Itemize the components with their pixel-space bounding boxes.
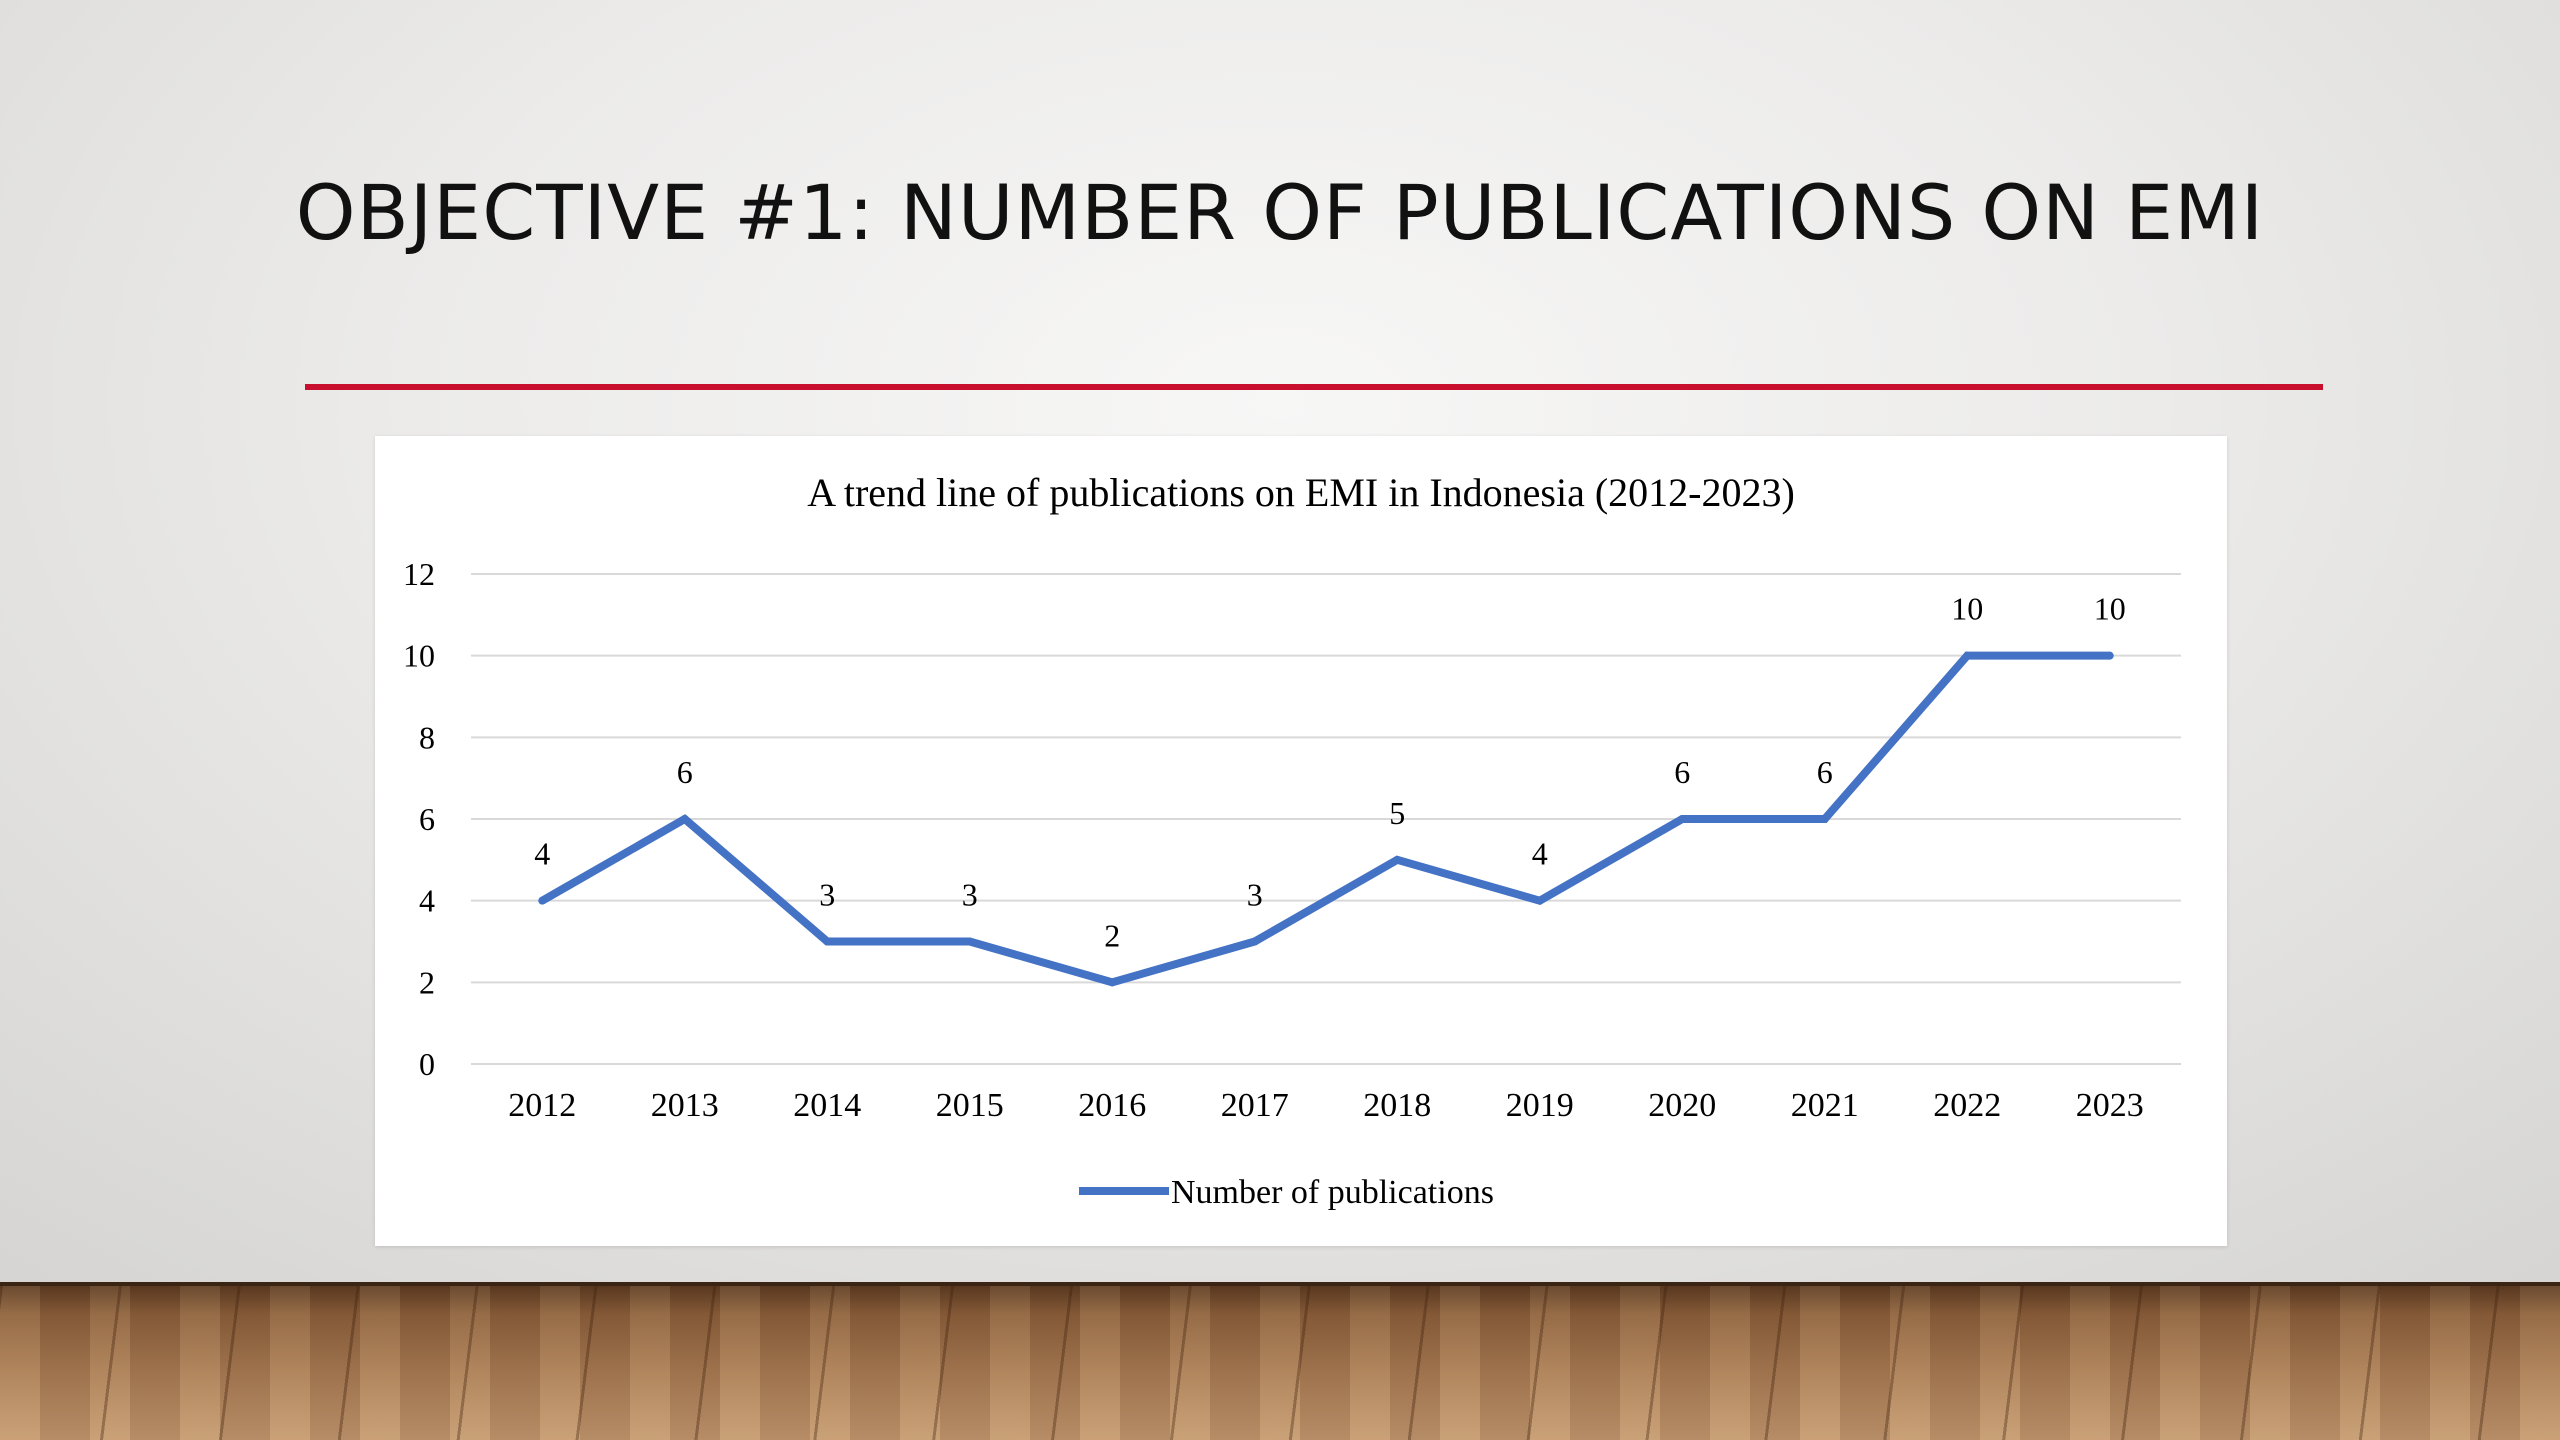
x-tick-label: 2015: [936, 1087, 1004, 1124]
floor-edge: [0, 1282, 2560, 1288]
data-point: [2105, 651, 2114, 660]
data-point: [1535, 896, 1544, 905]
data-label: 10: [1951, 591, 1983, 627]
x-tick-label: 2013: [651, 1087, 719, 1124]
legend: Number of publications: [1079, 1174, 1494, 1211]
data-point: [680, 815, 689, 823]
y-tick-label: 6: [419, 801, 435, 837]
data-label: 6: [677, 754, 693, 790]
data-label: 3: [1247, 877, 1263, 913]
series-layer: [538, 651, 2114, 987]
data-label: 3: [819, 877, 835, 913]
data-label: 6: [1674, 754, 1690, 790]
y-tick-label: 0: [419, 1046, 435, 1082]
x-tick-label: 2018: [1363, 1087, 1431, 1124]
data-point: [538, 896, 547, 905]
x-tick-label: 2019: [1506, 1087, 1574, 1124]
chart-title: A trend line of publications on EMI in I…: [807, 470, 1795, 515]
data-label: 6: [1817, 754, 1833, 790]
data-point: [965, 937, 974, 946]
data-point: [1108, 978, 1117, 987]
line-chart: A trend line of publications on EMI in I…: [403, 470, 2181, 1211]
y-tick-label: 10: [403, 638, 435, 674]
data-point: [1250, 937, 1259, 946]
series-line: [540, 651, 2110, 987]
gridlines: [471, 573, 2181, 1065]
slide-title: OBJECTIVE #1: NUMBER OF PUBLICATIONS ON …: [295, 168, 2265, 257]
data-label: 4: [534, 836, 550, 872]
x-tick-label: 2012: [508, 1087, 576, 1124]
title-rule: [305, 384, 2323, 390]
legend-label: Number of publications: [1171, 1174, 1494, 1211]
x-axis-ticks: 2012 2013 2014 2015 2016 2017 2018 2019 2020 2021…: [508, 1087, 2144, 1124]
wood-floor: [0, 1286, 2560, 1440]
y-tick-label: 12: [403, 556, 435, 592]
data-label: 10: [2094, 591, 2126, 627]
data-label: 2: [1104, 917, 1120, 953]
y-axis-ticks: 0 2 4 6 8 10 12: [403, 556, 435, 1082]
data-label: 3: [962, 877, 978, 913]
data-point: [1393, 855, 1402, 864]
data-label: 5: [1389, 795, 1405, 831]
data-labels: 4 6 3 3 2 3 5 4 6 6 10 10: [534, 591, 2126, 954]
x-tick-label: 2017: [1221, 1087, 1289, 1124]
y-tick-label: 2: [419, 964, 435, 1000]
data-point: [1820, 815, 1829, 823]
data-point: [1963, 651, 1972, 660]
data-point: [823, 937, 832, 946]
data-label: 4: [1532, 836, 1548, 872]
x-tick-label: 2016: [1078, 1087, 1146, 1124]
x-tick-label: 2014: [793, 1087, 861, 1124]
x-tick-label: 2022: [1933, 1087, 2001, 1124]
x-tick-label: 2020: [1648, 1087, 1716, 1124]
x-tick-label: 2023: [2076, 1087, 2144, 1124]
data-point: [1678, 815, 1687, 823]
y-tick-label: 4: [419, 883, 435, 919]
chart-panel: A trend line of publications on EMI in I…: [375, 436, 2227, 1246]
y-tick-label: 8: [419, 719, 435, 755]
x-tick-label: 2021: [1791, 1087, 1859, 1124]
